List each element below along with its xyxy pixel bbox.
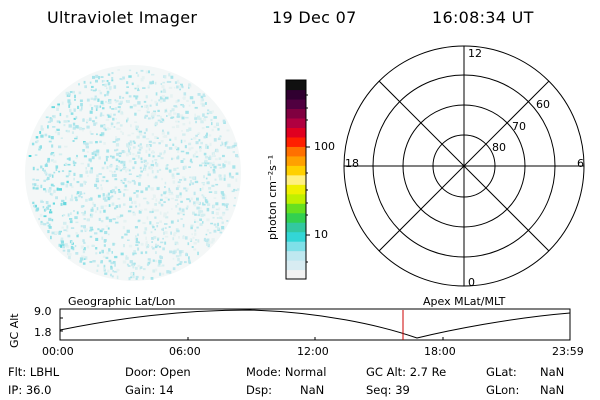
colorbar-swatch [286,155,306,166]
colorbar-swatch [286,174,306,185]
polar-grid [343,45,585,287]
colorbar-swatch [286,80,306,91]
glat-label: GLat: [486,365,517,379]
timeline-ytick-low: 1.8 [34,326,52,339]
timeline-frame [59,308,571,341]
timeline-ylabel: GC Alt [8,313,21,348]
timeline-xtick-0600: 06:00 [169,345,201,358]
colorbar-swatch [286,117,306,128]
colorbar-swatch [286,250,306,261]
timeline-xtick-1200: 12:00 [297,345,329,358]
colorbar-swatch [286,136,306,147]
gc-alt-info: GC Alt: 2.7 Re [366,365,447,379]
colorbar-swatch [286,269,306,280]
colorbar-unit-label: photon cm⁻²s⁻¹ [266,154,279,240]
colorbar-swatch [286,260,306,271]
mlt-label-6: 6 [577,157,584,170]
ip-info: IP: 36.0 [8,383,52,397]
colorbar-swatch [286,98,306,110]
timeline-xtick-0000: 00:00 [42,345,74,358]
time-label: 16:08:34 UT [432,8,534,27]
timeline-xtick-2359: 23:59 [552,345,584,358]
colorbar-label-10: 10 [314,228,328,241]
colorbar-swatch [286,146,306,157]
colorbar-swatch [286,184,306,195]
timeline-ytick-high: 9.0 [34,305,52,318]
lat-label-60: 60 [536,98,550,111]
mlt-label-12: 12 [468,47,482,60]
dsp-value: NaN [300,383,325,397]
colorbar-label-100: 100 [314,140,335,153]
dsp-label: Dsp: [246,383,273,397]
uv-image-speckles [28,69,240,281]
uv-image-disk [25,65,241,281]
colorbar-frame [285,79,307,280]
colorbar-swatch [286,127,306,138]
colorbar [286,80,306,280]
colorbar-swatch [286,165,306,176]
mlt-label-0: 0 [468,276,475,289]
timeline-left-label: Geographic Lat/Lon [68,295,176,308]
date-label: 19 Dec 07 [272,8,357,27]
glon-label: GLon: [486,383,520,397]
timeline-right-label: Apex MLat/MLT [423,295,506,308]
mlt-label-18: 18 [345,157,359,170]
colorbar-swatch [286,89,306,100]
instrument-title: Ultraviolet Imager [47,8,198,27]
seq-info: Seq: 39 [366,383,410,397]
gain-info: Gain: 14 [125,383,174,397]
colorbar-swatch [286,241,306,252]
filter-info: Flt: LBHL [8,365,60,379]
colorbar-swatch [286,203,306,214]
door-info: Door: Open [125,365,191,379]
lat-label-80: 80 [492,141,506,154]
lat-label-70: 70 [512,120,526,133]
colorbar-swatch [286,212,306,223]
mode-info: Mode: Normal [246,365,327,379]
colorbar-swatch [286,231,306,242]
colorbar-swatch [286,193,306,204]
colorbar-swatch [286,222,306,233]
altitude-curve [59,309,571,339]
timeline-xtick-1800: 18:00 [424,345,456,358]
glat-value: NaN [540,365,565,379]
colorbar-swatch [286,108,306,119]
glon-value: NaN [540,383,565,397]
